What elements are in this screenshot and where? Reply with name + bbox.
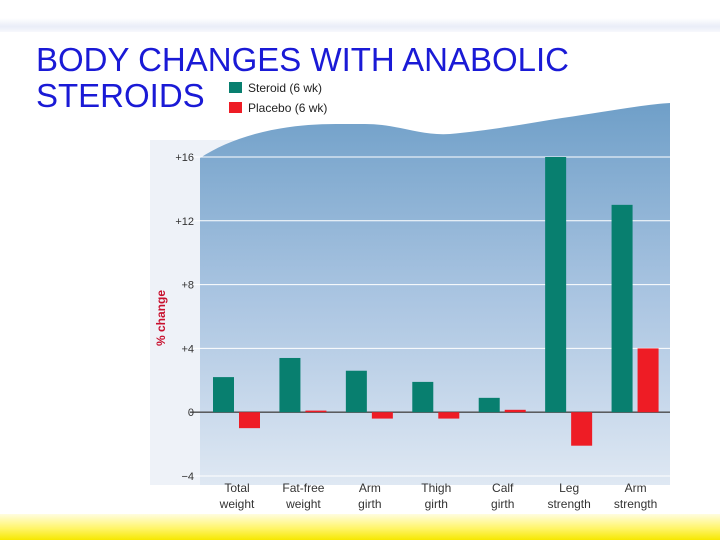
top-decorative-rule bbox=[0, 18, 720, 32]
steroid-bar bbox=[345, 370, 367, 413]
category-label: Leg strength bbox=[547, 481, 590, 511]
legend-label: Steroid (6 wk) bbox=[248, 81, 322, 95]
y-tick-label: −4 bbox=[181, 471, 194, 483]
category-label: Fat-free weight bbox=[282, 481, 324, 511]
plot-area bbox=[200, 103, 670, 485]
category-label: Arm girth bbox=[358, 481, 381, 511]
placebo-bar bbox=[637, 348, 659, 413]
steroid-bar bbox=[213, 377, 234, 413]
category-label: Arm strength bbox=[614, 481, 657, 511]
y-axis-title: % change bbox=[154, 290, 168, 346]
steroid-bar bbox=[279, 357, 301, 413]
legend-label: Placebo (6 wk) bbox=[248, 101, 327, 115]
placebo-bar bbox=[239, 412, 260, 429]
y-tick-label: +8 bbox=[181, 280, 194, 292]
y-tick-label: +12 bbox=[175, 216, 194, 228]
steroid-bar bbox=[545, 157, 567, 413]
placebo-bar bbox=[371, 412, 393, 419]
legend: Steroid (6 wk) Placebo (6 wk) bbox=[229, 81, 327, 115]
placebo-bar-legend-swatch bbox=[229, 102, 242, 113]
y-tick-label: +4 bbox=[181, 343, 194, 355]
slide-title-line-2: STEROIDS bbox=[36, 77, 205, 114]
category-label: Total weight bbox=[219, 481, 255, 511]
bars bbox=[213, 157, 659, 446]
placebo-bar bbox=[571, 412, 593, 446]
category-label: Calf girth bbox=[491, 481, 514, 511]
placebo-bar bbox=[504, 409, 526, 413]
slide-title-line-1: BODY CHANGES WITH ANABOLIC bbox=[36, 41, 569, 78]
steroid-bar bbox=[611, 204, 633, 413]
y-tick-label: 0 bbox=[188, 407, 194, 419]
y-tick-labels: +16 +12 +8 +4 0 −4 bbox=[175, 152, 194, 483]
placebo-bar bbox=[305, 410, 327, 413]
slide-title: BODY CHANGES WITH ANABOLIC STEROIDS bbox=[36, 42, 569, 114]
category-labels: Total weight Fat-free weight Arm girth Thigh gi… bbox=[219, 481, 658, 511]
bottom-decorative-band bbox=[0, 514, 720, 540]
steroid-bar bbox=[412, 381, 434, 413]
placebo-bar bbox=[438, 412, 460, 419]
steroid-bar-legend-swatch bbox=[229, 82, 242, 93]
steroid-bar bbox=[478, 397, 500, 413]
category-label: Thigh girth bbox=[421, 481, 451, 511]
y-tick-label: +16 bbox=[175, 152, 194, 164]
